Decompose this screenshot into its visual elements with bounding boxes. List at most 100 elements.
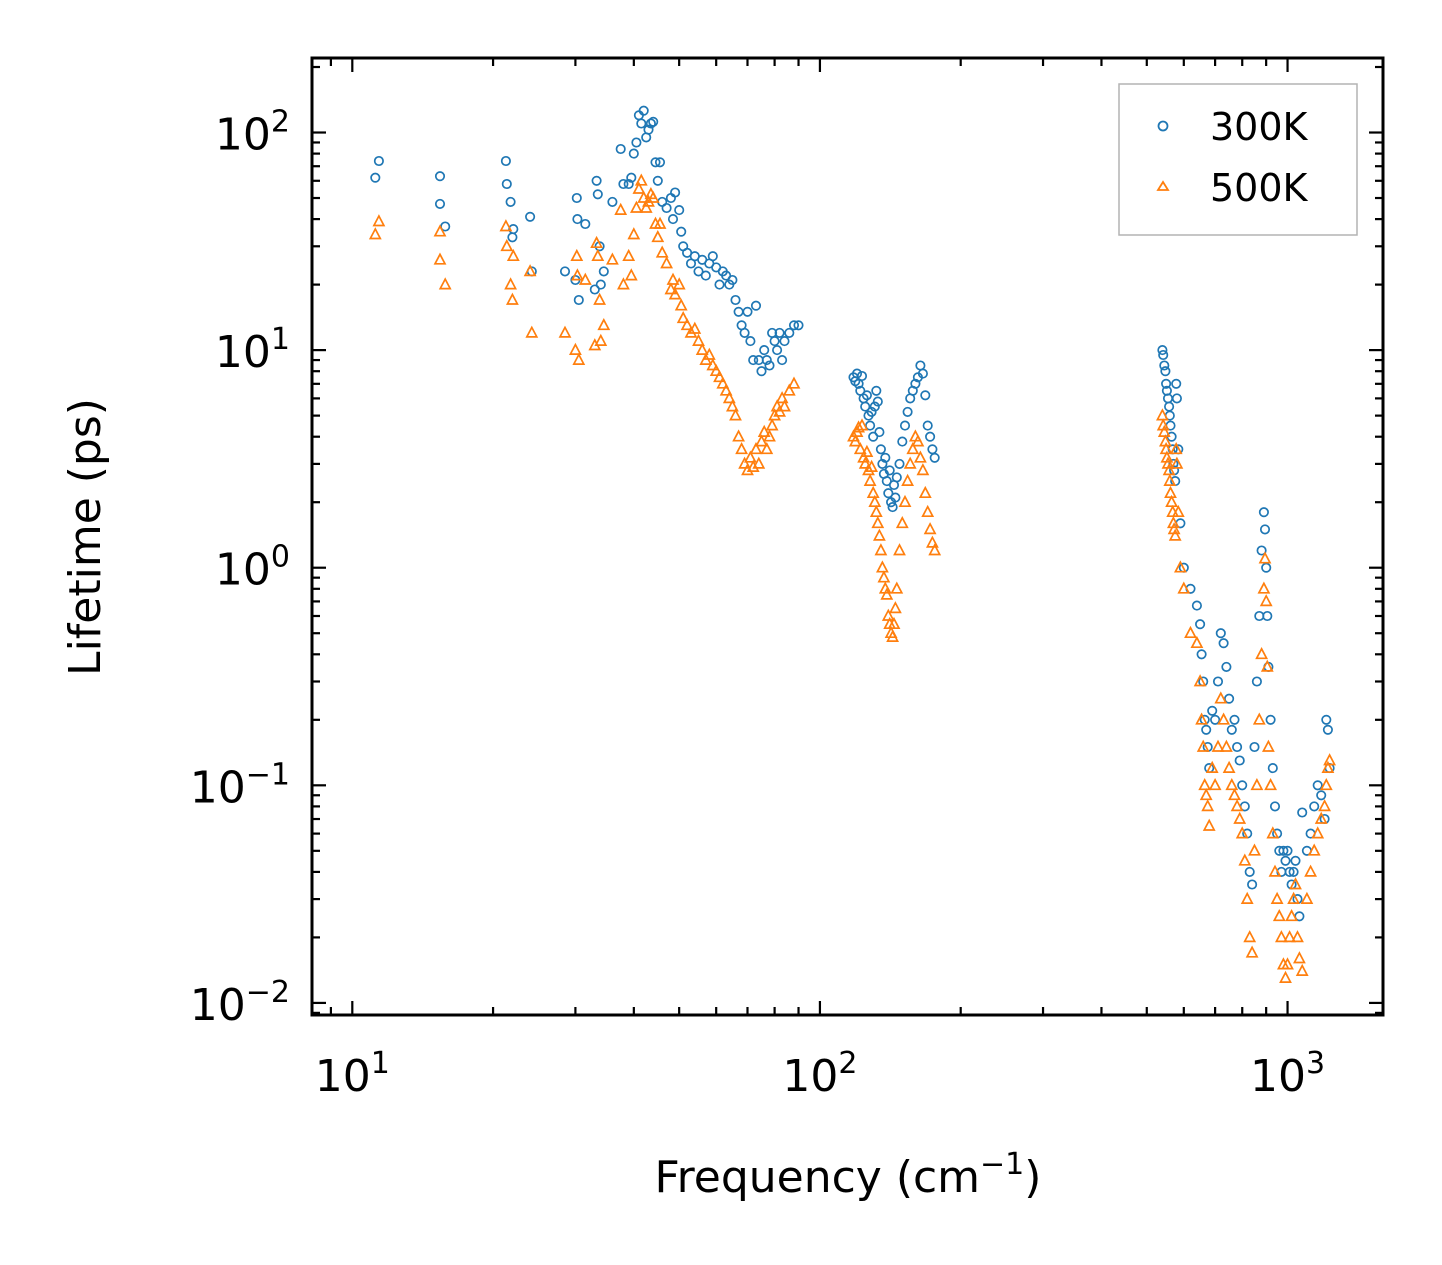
data-point-300k	[502, 157, 510, 165]
data-point-300k	[752, 302, 760, 310]
data-point-500k	[1200, 780, 1210, 790]
data-point-500k	[1297, 966, 1307, 976]
data-point-300k	[1314, 781, 1322, 789]
data-point-500k	[789, 378, 799, 388]
data-point-300k	[375, 157, 383, 165]
data-point-500k	[1306, 866, 1316, 876]
data-point-500k	[527, 327, 537, 337]
data-point-500k	[595, 295, 605, 305]
data-point-300k	[608, 198, 616, 206]
data-point-500k	[1281, 973, 1291, 983]
data-point-500k	[560, 327, 570, 337]
data-point-500k	[1257, 649, 1267, 659]
data-point-300k	[916, 361, 924, 369]
data-point-500k	[870, 497, 880, 507]
data-point-500k	[871, 507, 881, 517]
data-point-300k	[1238, 781, 1246, 789]
data-point-300k	[731, 296, 739, 304]
data-point-500k	[1224, 763, 1234, 773]
data-point-300k	[1172, 380, 1180, 388]
data-point-300k	[1250, 743, 1258, 751]
x-tick-label: 103	[1250, 1046, 1325, 1102]
data-point-300k	[561, 267, 569, 275]
data-point-500k	[868, 488, 878, 498]
data-point-500k	[616, 205, 626, 215]
x-tick-label: 101	[315, 1046, 390, 1102]
data-point-500k	[734, 431, 744, 441]
data-point-500k	[508, 251, 518, 261]
data-point-500k	[1252, 780, 1262, 790]
data-point-300k	[1197, 650, 1205, 658]
legend-label-500k: 500K	[1210, 166, 1309, 210]
data-point-300k	[677, 228, 685, 236]
data-point-300k	[773, 346, 781, 354]
data-point-500k	[905, 458, 915, 468]
data-point-500k	[641, 203, 651, 213]
data-point-300k	[1291, 857, 1299, 865]
data-point-300k	[740, 329, 748, 337]
data-point-500k	[631, 203, 641, 213]
data-point-500k	[874, 530, 884, 540]
data-point-500k	[895, 545, 905, 555]
data-point-500k	[1321, 780, 1331, 790]
data-point-300k	[573, 194, 581, 202]
data-point-500k	[1242, 894, 1252, 904]
plot-area	[370, 107, 1334, 983]
data-point-300k	[901, 421, 909, 429]
data-point-500k	[1272, 894, 1282, 904]
data-point-300k	[1219, 639, 1227, 647]
data-point-500k	[506, 279, 516, 289]
data-point-500k	[1235, 814, 1245, 824]
data-point-500k	[873, 518, 883, 528]
data-point-300k	[1222, 663, 1230, 671]
data-point-500k	[1192, 638, 1202, 648]
series-500k	[370, 175, 1334, 982]
data-point-500k	[1261, 596, 1271, 606]
data-point-300k	[770, 337, 778, 345]
data-point-300k	[1193, 601, 1201, 609]
data-point-500k	[892, 583, 902, 593]
data-point-300k	[1310, 802, 1318, 810]
data-point-300k	[743, 308, 751, 316]
data-point-300k	[436, 172, 444, 180]
data-point-300k	[709, 252, 717, 260]
data-point-300k	[436, 200, 444, 208]
data-point-500k	[920, 488, 930, 498]
data-point-300k	[780, 337, 788, 345]
data-point-300k	[1214, 677, 1222, 685]
data-point-500k	[618, 279, 628, 289]
data-point-300k	[1217, 629, 1225, 637]
data-point-300k	[702, 271, 710, 279]
data-point-500k	[574, 355, 584, 365]
data-point-500k	[1186, 628, 1196, 638]
scatter-chart: 101 102 10310−210−1100101102 300K 500K Fre…	[0, 0, 1442, 1265]
data-point-500k	[882, 589, 892, 599]
data-point-500k	[865, 476, 875, 486]
data-point-300k	[1324, 726, 1332, 734]
legend: 300K 500K	[1119, 84, 1357, 235]
data-point-500k	[1219, 714, 1229, 724]
data-point-300k	[1271, 802, 1279, 810]
data-point-500k	[1201, 790, 1211, 800]
data-point-500k	[1210, 780, 1220, 790]
x-axis-label: Frequency (cm−1)	[655, 1147, 1042, 1203]
data-point-300k	[630, 149, 638, 157]
data-point-300k	[1263, 612, 1271, 620]
data-point-500k	[879, 572, 889, 582]
data-point-500k	[903, 476, 913, 486]
y-tick-label: 10−2	[190, 975, 290, 1031]
data-point-500k	[1293, 932, 1303, 942]
data-point-500k	[737, 444, 747, 454]
data-point-500k	[607, 254, 617, 263]
data-point-300k	[715, 280, 723, 288]
data-point-300k	[506, 198, 514, 206]
data-point-300k	[1248, 880, 1256, 888]
data-point-300k	[637, 119, 645, 127]
data-point-500k	[1221, 742, 1231, 752]
data-point-500k	[1240, 855, 1250, 865]
data-point-500k	[507, 295, 517, 305]
data-point-500k	[767, 420, 777, 430]
data-point-500k	[626, 270, 636, 280]
data-point-300k	[669, 215, 677, 223]
data-point-500k	[1167, 497, 1177, 507]
